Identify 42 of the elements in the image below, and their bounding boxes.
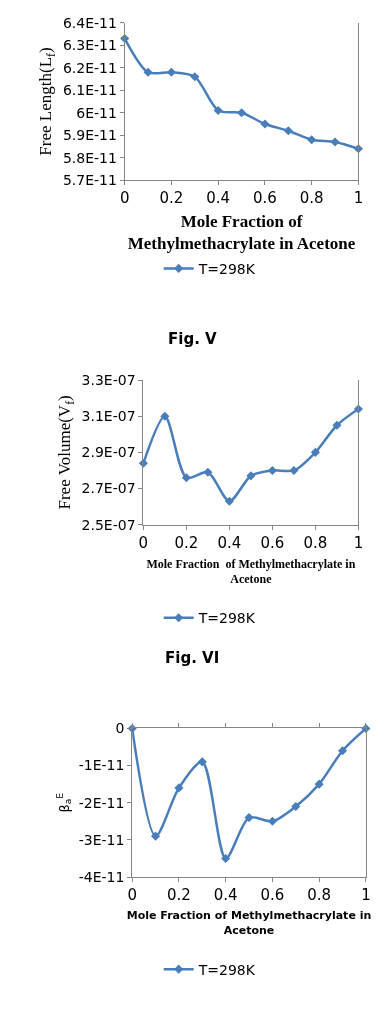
x-tick-label: 0.8 [303, 533, 328, 552]
y-tick-label: 6.1E-11 [62, 82, 117, 99]
x-tick-label: 0.4 [213, 886, 238, 905]
y-tick-label: 5.9E-11 [62, 127, 117, 144]
x-tick-label: 0.8 [299, 189, 324, 208]
legend-label: T=298K [197, 610, 256, 627]
x-tick-label: 0.4 [217, 533, 242, 552]
legend-label: T=298K [197, 961, 256, 978]
y-tick-label: -4E-11 [78, 868, 125, 885]
x-tick-label: 0.6 [260, 886, 285, 905]
x-tick-label: 0.4 [206, 189, 231, 208]
x-tick-label: 1 [361, 886, 371, 905]
y-tick-label: -1E-11 [78, 757, 125, 774]
x-tick-label: 0.2 [159, 189, 184, 208]
legend-label: T=298K [197, 260, 256, 277]
x-axis-title: Mole Fraction of Methylmethacrylate in Acetone [126, 909, 372, 937]
y-tick-label: 2.9E-07 [81, 444, 136, 461]
x-tick-label: 0.8 [307, 886, 332, 905]
y-tick-label: 3.3E-07 [81, 371, 136, 388]
x-tick-label: 1 [353, 189, 364, 208]
y-tick-label: -2E-11 [78, 794, 125, 811]
y-tick-label: 6.4E-11 [62, 14, 117, 31]
y-tick-label: 0 [115, 720, 125, 737]
x-axis-title: Mole Fraction of Methylmethacrylate in Acetone [127, 211, 356, 253]
text: Fig. VI [165, 649, 220, 667]
x-axis-title: Mole Fraction of Methylmethacrylate in Acetone [146, 556, 356, 587]
y-tick-label: -3E-11 [78, 831, 125, 848]
y-tick-label: 3.1E-07 [81, 408, 136, 425]
x-tick-label: 0.6 [260, 533, 285, 552]
text: Fig. V [168, 330, 218, 348]
y-tick-label: 2.7E-07 [81, 480, 136, 497]
x-tick-label: 1 [353, 533, 364, 552]
y-tick-label: 6.2E-11 [62, 59, 117, 76]
x-tick-label: 0.2 [174, 533, 199, 552]
x-tick-label: 0.6 [253, 189, 277, 208]
y-tick-label: 6.3E-11 [62, 37, 117, 54]
y-tick-label: 2.5E-07 [81, 516, 136, 533]
x-tick-label: 0.2 [166, 886, 191, 905]
y-tick-label: 6E-11 [76, 104, 117, 121]
x-tick-label: 0 [138, 533, 149, 552]
y-tick-label: 5.8E-11 [62, 149, 117, 166]
y-tick-label: 5.7E-11 [62, 172, 117, 189]
